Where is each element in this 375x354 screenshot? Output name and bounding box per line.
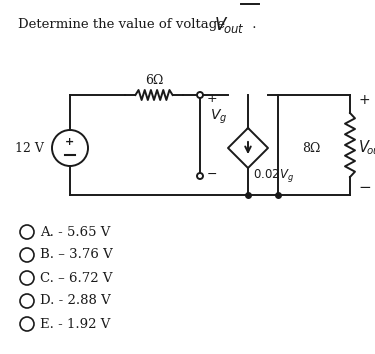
Text: $\mathit{V}_{\!\mathit{out}}$: $\mathit{V}_{\!\mathit{out}}$ — [214, 15, 245, 35]
Text: +: + — [207, 91, 218, 104]
Text: C. – 6.72 V: C. – 6.72 V — [40, 272, 112, 285]
Text: +: + — [65, 137, 75, 147]
Text: $\mathit{V}_{\!\mathit{out}}$: $\mathit{V}_{\!\mathit{out}}$ — [358, 139, 375, 157]
Text: 6Ω: 6Ω — [145, 74, 163, 87]
Text: 8Ω: 8Ω — [302, 142, 320, 154]
Text: A. - 5.65 V: A. - 5.65 V — [40, 225, 110, 239]
Circle shape — [197, 173, 203, 179]
Text: D. - 2.88 V: D. - 2.88 V — [40, 295, 111, 308]
Text: +: + — [358, 93, 370, 107]
Text: E. - 1.92 V: E. - 1.92 V — [40, 318, 110, 331]
Text: Determine the value of voltage: Determine the value of voltage — [18, 18, 229, 31]
Text: .: . — [248, 18, 256, 31]
Text: B. – 3.76 V: B. – 3.76 V — [40, 249, 113, 262]
Circle shape — [197, 92, 203, 98]
Text: −: − — [207, 167, 218, 181]
Text: 12 V: 12 V — [15, 142, 44, 154]
Text: $\mathit{V}_g$: $\mathit{V}_g$ — [210, 108, 227, 126]
Text: −: − — [358, 181, 371, 195]
Text: $0.02V_g$: $0.02V_g$ — [253, 167, 294, 184]
